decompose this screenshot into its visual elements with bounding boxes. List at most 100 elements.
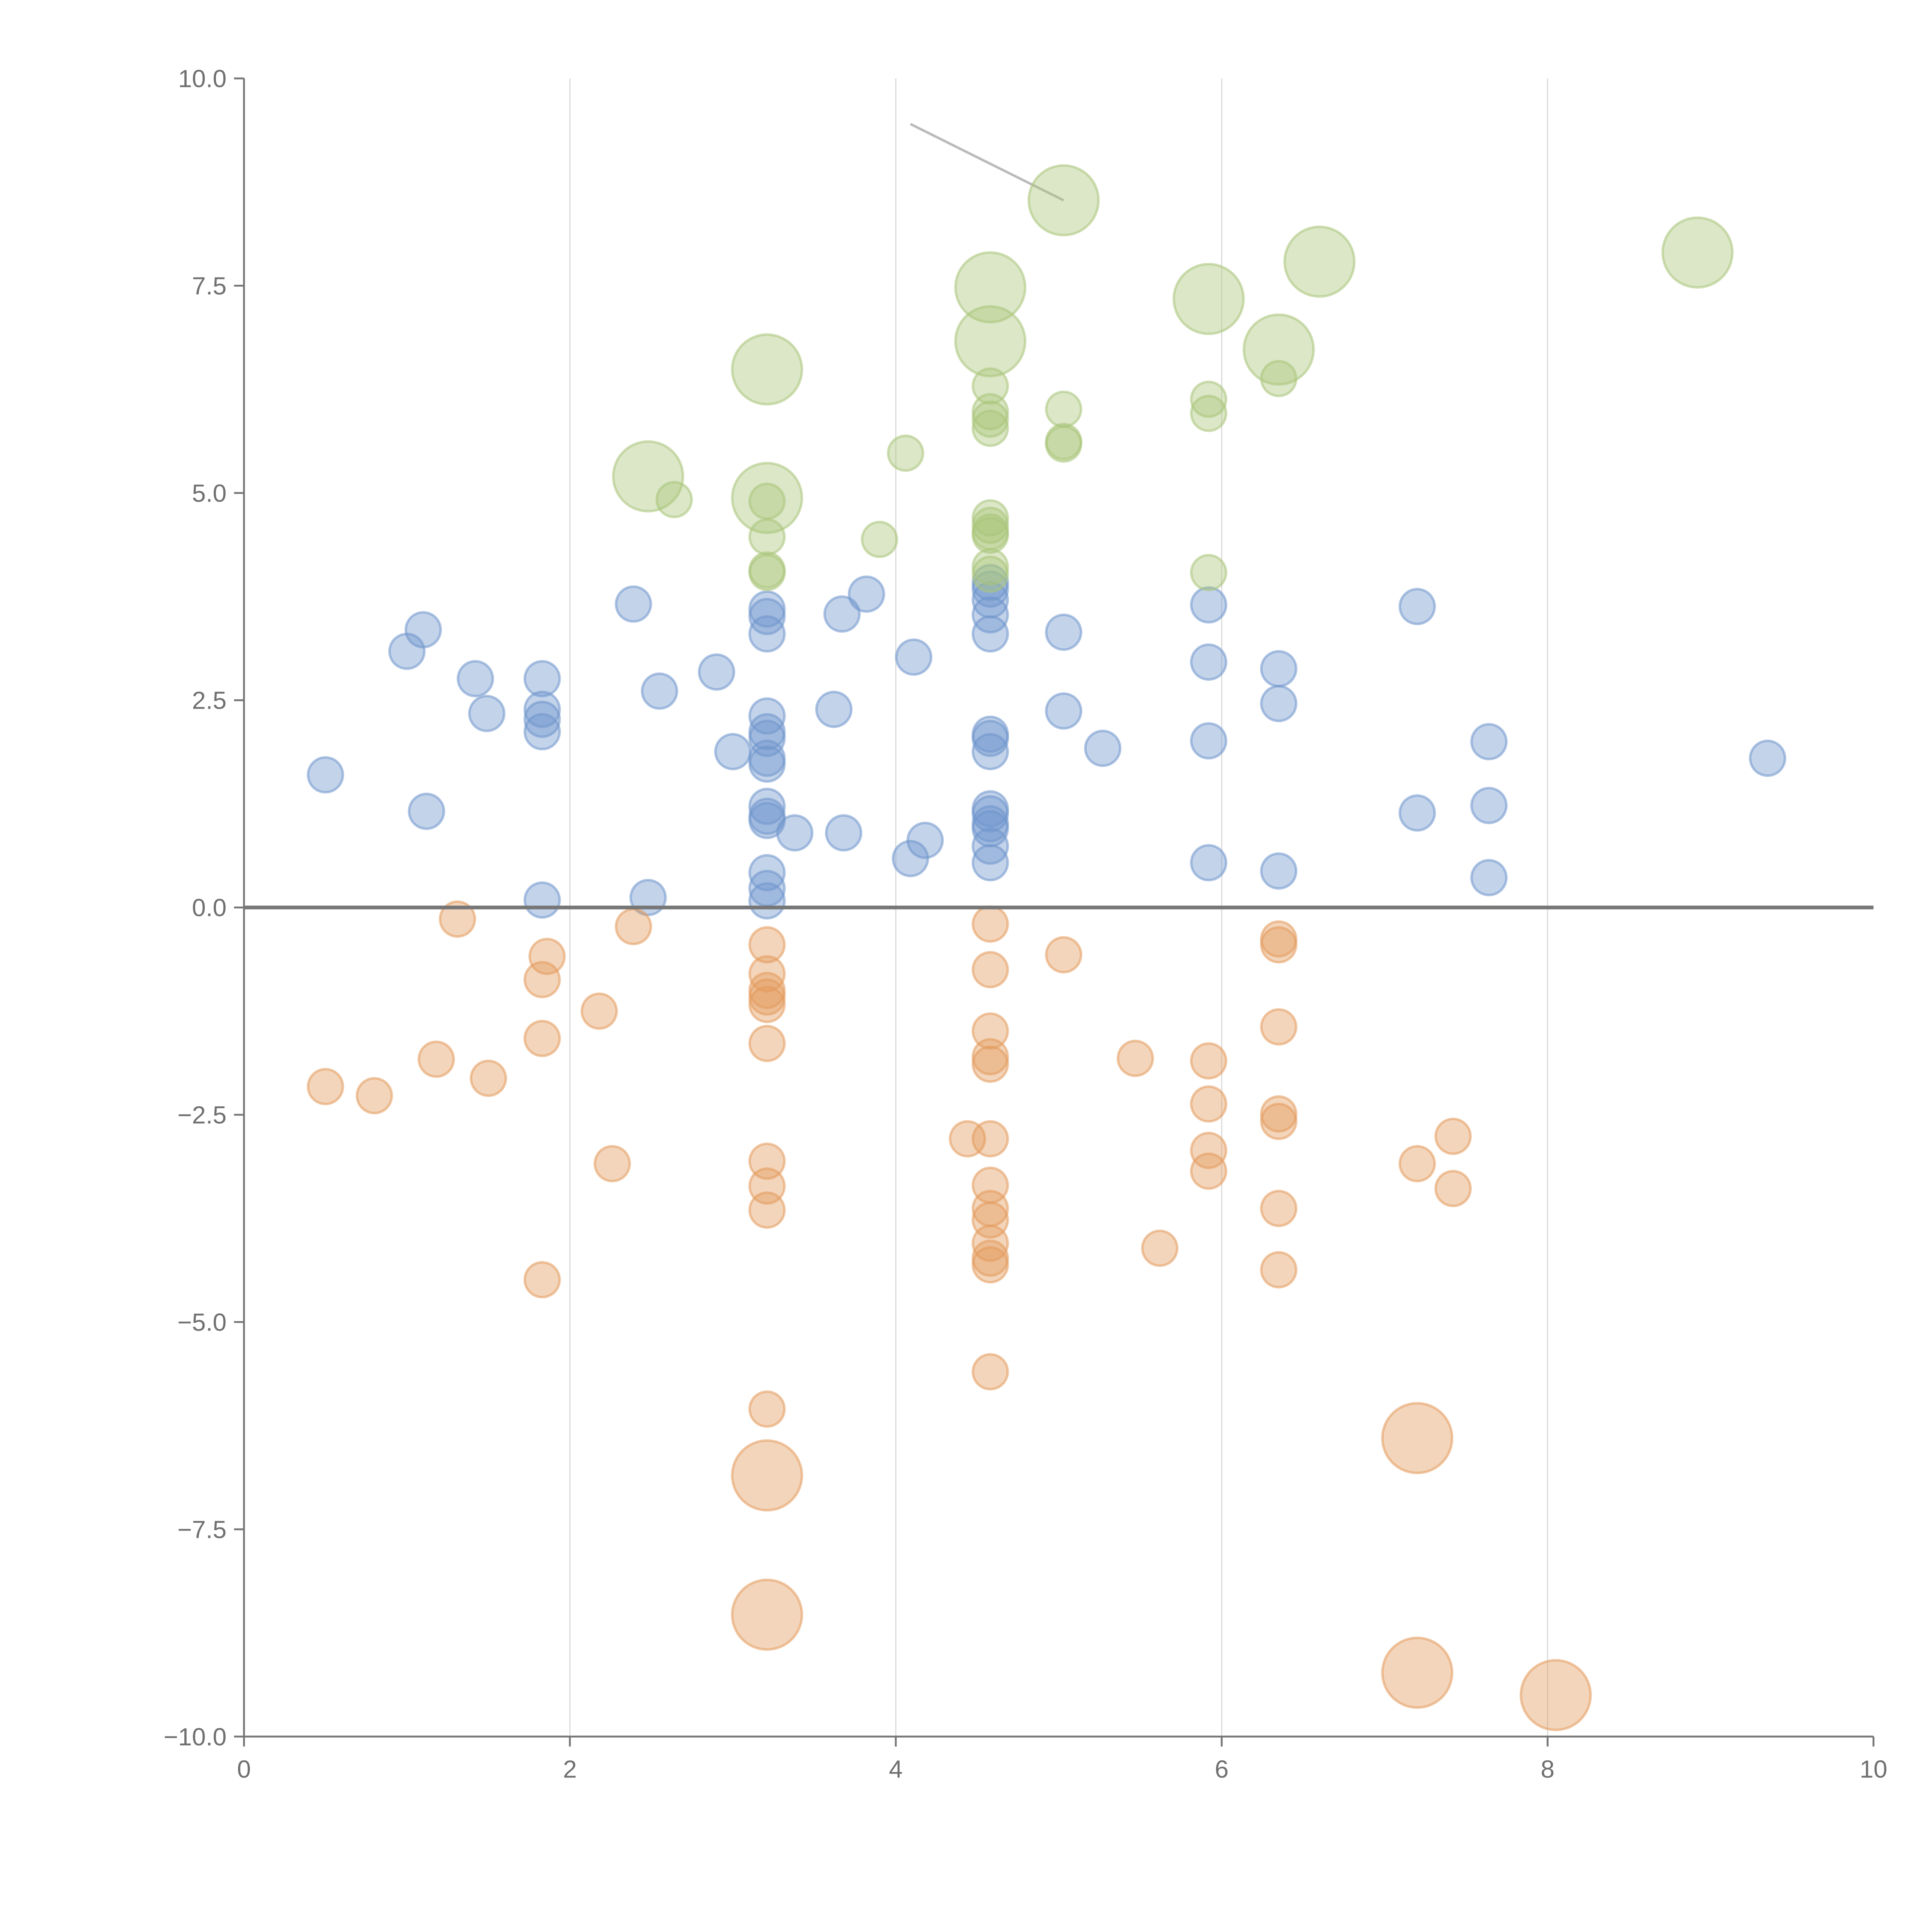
data-point: [523, 713, 561, 751]
data-point: [748, 697, 786, 735]
data-point: [971, 615, 1009, 653]
data-point: [971, 733, 1009, 770]
x-tick-label: 8: [1541, 1755, 1554, 1783]
data-point: [1260, 1251, 1298, 1289]
series-positive-small: [306, 564, 1786, 920]
data-point: [306, 1068, 344, 1105]
data-point: [615, 585, 652, 623]
y-tick-label: 7.5: [192, 272, 227, 300]
data-point: [971, 400, 1009, 438]
data-point: [523, 881, 561, 919]
data-point: [1045, 936, 1082, 974]
data-point: [971, 719, 1009, 757]
data-point: [1398, 794, 1436, 832]
data-point: [971, 1012, 1009, 1050]
data-point: [748, 719, 786, 757]
data-point: [439, 900, 476, 938]
data-point: [594, 1145, 631, 1182]
data-point: [1190, 395, 1228, 432]
data-point: [971, 555, 1009, 593]
data-point: [971, 1353, 1009, 1391]
y-tick-label: 2.5: [192, 687, 227, 714]
annotation-leader-line: [910, 123, 1065, 202]
data-point: [1661, 216, 1734, 289]
data-point: [823, 595, 861, 633]
data-point: [1260, 650, 1298, 687]
data-point: [748, 926, 786, 964]
data-point: [776, 814, 814, 852]
data-point: [1434, 1170, 1472, 1208]
data-point: [405, 611, 442, 649]
data-point: [1260, 685, 1298, 723]
data-point: [748, 554, 786, 592]
data-point: [731, 1439, 803, 1512]
data-point: [417, 1040, 455, 1078]
data-point: [655, 481, 693, 519]
data-point: [971, 951, 1009, 988]
data-point: [748, 745, 786, 783]
data-point: [971, 516, 1009, 554]
data-point: [825, 814, 862, 852]
data-point: [1190, 844, 1228, 882]
data-point: [971, 1225, 1009, 1262]
data-point: [408, 793, 446, 830]
data-point: [1190, 722, 1228, 760]
data-point: [1190, 1152, 1228, 1190]
series-positive-high: [612, 164, 1734, 593]
data-point: [1381, 1402, 1454, 1475]
y-tick-label: 10.0: [178, 65, 226, 93]
data-point: [731, 333, 803, 406]
x-tick-label: 2: [563, 1755, 577, 1783]
data-point: [954, 251, 1027, 324]
data-point: [528, 937, 566, 975]
x-tick-label: 4: [889, 1755, 903, 1783]
data-point: [1190, 643, 1228, 681]
data-point: [1519, 1659, 1592, 1731]
data-point: [954, 305, 1027, 378]
data-point: [731, 1578, 803, 1651]
data-point: [1470, 859, 1508, 896]
data-point: [456, 660, 494, 697]
data-point: [1190, 1085, 1228, 1123]
data-point: [748, 787, 786, 825]
data-point: [1398, 588, 1436, 626]
data-point: [1116, 1039, 1154, 1077]
data-point: [641, 672, 679, 710]
data-point: [1084, 730, 1122, 767]
data-point: [523, 701, 561, 738]
y-tick-label: 0.0: [192, 894, 227, 922]
data-point: [523, 961, 561, 998]
y-tick-label: −10.0: [163, 1723, 226, 1751]
data-point: [523, 690, 561, 728]
data-point: [906, 821, 944, 859]
data-point: [748, 882, 786, 920]
data-point: [1045, 425, 1082, 463]
data-point: [1260, 852, 1298, 890]
data-point: [731, 462, 803, 534]
data-point: [1434, 1117, 1472, 1155]
data-point: [815, 690, 853, 728]
y-tick-label: 5.0: [192, 479, 227, 507]
data-point: [1749, 740, 1786, 777]
data-point: [580, 992, 618, 1030]
data-point: [971, 367, 1009, 405]
data-point: [748, 1191, 786, 1229]
data-point: [1045, 390, 1082, 428]
data-point: [971, 570, 1009, 608]
data-point: [523, 660, 561, 697]
data-point: [469, 1060, 507, 1097]
data-point: [1190, 380, 1228, 418]
data-point: [523, 1020, 561, 1057]
data-point: [1045, 613, 1082, 651]
data-point: [748, 615, 786, 653]
data-point: [1398, 1145, 1436, 1182]
data-point: [1260, 1102, 1298, 1140]
y-tick-label: −7.5: [177, 1515, 226, 1543]
data-point: [748, 518, 786, 556]
x-tick-label: 6: [1215, 1755, 1229, 1783]
x-tick-label: 0: [237, 1755, 251, 1783]
data-point: [1190, 1042, 1228, 1080]
data-point: [1190, 586, 1228, 624]
x-tick-label: 10: [1860, 1755, 1888, 1783]
